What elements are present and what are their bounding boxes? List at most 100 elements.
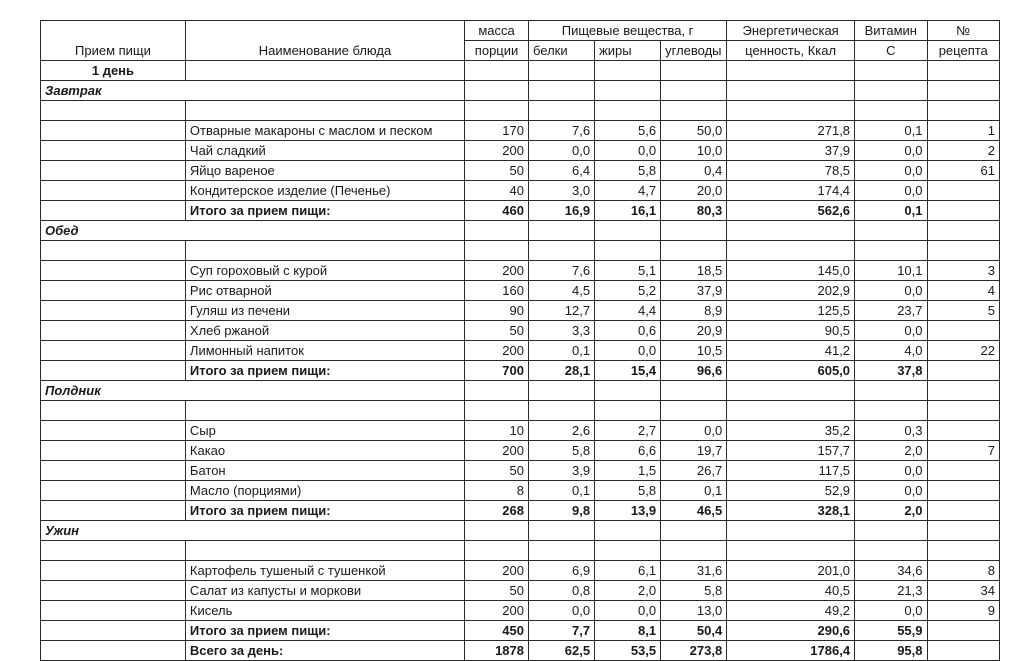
cell-empty [927, 241, 1000, 261]
spacer-row [41, 241, 1000, 261]
cell-protein: 0,1 [529, 341, 595, 361]
subtotal-row: Итого за прием пищи:46016,916,180,3562,6… [41, 201, 1000, 221]
cell-mass: 268 [465, 501, 529, 521]
cell-protein: 0,0 [529, 601, 595, 621]
cell-fat: 5,2 [595, 281, 661, 301]
cell-empty [661, 401, 727, 421]
cell-empty [529, 221, 595, 241]
cell-empty [855, 101, 927, 121]
item-row: Гуляш из печени9012,74,48,9125,523,75 [41, 301, 1000, 321]
cell-vitc: 10,1 [855, 261, 927, 281]
cell-recipe: 5 [927, 301, 1000, 321]
cell-carbs: 96,6 [661, 361, 727, 381]
cell-empty [927, 61, 1000, 81]
cell-protein: 6,9 [529, 561, 595, 581]
cell-empty [529, 401, 595, 421]
cell-carbs: 46,5 [661, 501, 727, 521]
cell-carbs: 37,9 [661, 281, 727, 301]
cell-empty [855, 221, 927, 241]
cell-protein: 7,6 [529, 261, 595, 281]
cell-energy: 1786,4 [727, 641, 855, 661]
cell-fat: 8,1 [595, 621, 661, 641]
cell-fat: 13,9 [595, 501, 661, 521]
item-row: Яйцо вареное506,45,80,478,50,061 [41, 161, 1000, 181]
cell-fat: 0,6 [595, 321, 661, 341]
cell-carbs: 50,4 [661, 621, 727, 641]
cell-fat: 53,5 [595, 641, 661, 661]
cell-empty [529, 541, 595, 561]
cell-vitc: 95,8 [855, 641, 927, 661]
cell-energy: 562,6 [727, 201, 855, 221]
cell-carbs: 18,5 [661, 261, 727, 281]
section-title: Обед [41, 221, 465, 241]
cell-mass: 50 [465, 161, 529, 181]
section-title: Ужин [41, 521, 465, 541]
cell-empty [465, 221, 529, 241]
cell-energy: 52,9 [727, 481, 855, 501]
cell-fat: 2,0 [595, 581, 661, 601]
cell-mass: 460 [465, 201, 529, 221]
cell-empty [855, 381, 927, 401]
cell-recipe: 4 [927, 281, 1000, 301]
cell-recipe [927, 461, 1000, 481]
col-vitc-top: Витамин [855, 21, 927, 41]
dish-name: Масло (порциями) [185, 481, 464, 501]
item-row: Суп гороховый с курой2007,65,118,5145,01… [41, 261, 1000, 281]
cell-empty [529, 381, 595, 401]
subtotal-row: Итого за прием пищи:2689,813,946,5328,12… [41, 501, 1000, 521]
cell-empty [855, 241, 927, 261]
col-recipe-bottom: рецепта [927, 41, 1000, 61]
cell-meal [41, 261, 186, 281]
cell-empty [927, 221, 1000, 241]
item-row: Батон503,91,526,7117,50,0 [41, 461, 1000, 481]
cell-meal [41, 361, 186, 381]
cell-fat: 0,0 [595, 601, 661, 621]
section-title: Завтрак [41, 81, 465, 101]
col-mass-top: масса [465, 21, 529, 41]
cell-meal [41, 501, 186, 521]
cell-energy: 328,1 [727, 501, 855, 521]
cell-fat: 15,4 [595, 361, 661, 381]
cell-protein: 9,8 [529, 501, 595, 521]
cell-fat: 6,6 [595, 441, 661, 461]
cell-protein: 3,3 [529, 321, 595, 341]
col-energy-top: Энергетическая [727, 21, 855, 41]
cell-meal [41, 141, 186, 161]
cell-mass: 50 [465, 461, 529, 481]
cell-meal [41, 341, 186, 361]
cell-meal [41, 201, 186, 221]
cell-recipe [927, 321, 1000, 341]
cell-empty [41, 401, 186, 421]
cell-fat: 5,1 [595, 261, 661, 281]
cell-vitc: 0,0 [855, 321, 927, 341]
cell-empty [855, 541, 927, 561]
cell-empty [727, 541, 855, 561]
cell-empty [595, 521, 661, 541]
cell-empty [465, 541, 529, 561]
cell-empty [661, 221, 727, 241]
cell-vitc: 23,7 [855, 301, 927, 321]
cell-energy: 90,5 [727, 321, 855, 341]
dish-name: Суп гороховый с курой [185, 261, 464, 281]
cell-mass: 50 [465, 581, 529, 601]
cell-carbs: 19,7 [661, 441, 727, 461]
cell-empty [41, 541, 186, 561]
grandtotal-label: Всего за день: [185, 641, 464, 661]
cell-empty [927, 101, 1000, 121]
cell-fat: 5,6 [595, 121, 661, 141]
dish-name: Картофель тушеный с тушенкой [185, 561, 464, 581]
cell-carbs: 50,0 [661, 121, 727, 141]
col-carbs: углеводы [661, 41, 727, 61]
cell-vitc: 0,0 [855, 281, 927, 301]
dish-name: Кондитерское изделие (Печенье) [185, 181, 464, 201]
cell-empty [595, 401, 661, 421]
cell-protein: 0,8 [529, 581, 595, 601]
cell-energy: 35,2 [727, 421, 855, 441]
cell-fat: 4,7 [595, 181, 661, 201]
cell-vitc: 2,0 [855, 501, 927, 521]
cell-empty [465, 101, 529, 121]
cell-protein: 0,0 [529, 141, 595, 161]
cell-protein: 5,8 [529, 441, 595, 461]
cell-energy: 202,9 [727, 281, 855, 301]
cell-fat: 4,4 [595, 301, 661, 321]
